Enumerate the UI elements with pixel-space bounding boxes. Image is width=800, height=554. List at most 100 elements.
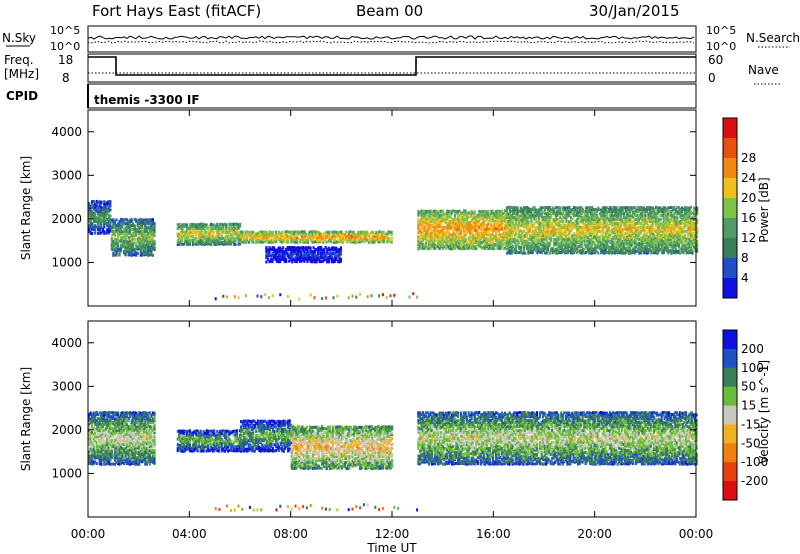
power-cell [366,230,369,234]
power-cell [481,223,484,227]
power-cell [323,258,326,262]
power-cell [556,221,559,225]
power-cell [459,219,463,223]
power-cell [225,236,228,240]
power-cell [289,256,292,260]
power-cell [582,227,585,231]
power-cell [138,222,141,225]
power-cell [537,225,541,229]
power-cell [597,235,600,239]
power-cell [132,247,135,251]
power-cell [527,245,530,249]
power-cell [298,252,301,256]
power-cell [424,215,428,219]
power-cell [458,215,461,219]
power-cell [595,228,598,232]
power-cell [601,231,604,235]
power-heatmap [88,199,699,301]
power-cell [323,256,326,260]
power-cell [187,232,190,236]
power-cell [229,242,233,246]
power-cell [541,232,544,235]
power-cell [541,249,544,253]
power-cell [551,249,554,253]
power-cell [431,237,434,241]
power-cell [461,217,464,221]
power-cell [142,233,145,237]
power-cell [279,293,282,297]
power-cell [566,227,569,231]
power-cell [89,223,92,227]
power-cell [586,220,589,224]
power-cell [239,222,242,226]
power-cell [494,213,498,217]
power-cell [322,236,325,240]
power-cell [306,252,309,256]
power-cell [481,233,484,236]
power-cell [556,229,559,233]
power-cell [613,217,617,221]
power-cell [264,231,267,235]
power-cell [450,233,453,237]
power-cell [484,210,487,214]
power-cell [617,229,620,233]
power-cell [490,217,493,221]
power-cell [95,225,98,229]
power-cell [479,237,482,241]
power-cell [574,233,577,237]
power-cell [613,206,617,210]
power-cell [512,239,515,243]
power-cell [449,221,452,225]
power-cell [178,235,181,239]
power-cell [522,251,525,255]
power-cell [485,237,488,241]
power-cell [101,218,104,221]
power-cell [292,248,295,252]
power-cell [234,227,237,231]
power-cell [294,260,297,263]
power-cell [432,225,435,229]
power-cell [607,207,610,211]
power-cell [334,238,337,242]
power-cell [295,250,298,254]
power-cell [317,254,320,257]
power-cell [533,239,536,243]
power-cell [458,213,461,217]
power-cell [438,221,441,225]
power-cell [461,211,464,215]
power-cell [506,247,509,251]
power-cell [572,211,576,215]
power-cell [278,236,281,240]
power-cell [515,233,518,237]
power-cell [459,213,463,217]
power-cell [268,232,272,236]
power-cell [585,214,588,218]
power-cell [487,215,490,219]
power-cell [604,213,607,217]
power-cell [271,252,274,256]
power-cell [603,216,606,220]
power-cell [600,251,603,255]
power-cell [542,215,545,219]
power-cell [330,258,333,262]
power-cell [515,214,518,218]
power-cell [235,234,239,238]
power-cell [455,217,458,221]
power-cell [497,239,501,243]
power-cell [376,238,379,242]
power-cell [197,234,201,238]
power-cell [553,218,556,222]
power-cell [510,227,513,231]
power-cell [490,243,493,246]
power-cell [452,225,455,229]
power-cell [550,208,553,212]
power-cell [100,226,103,230]
power-cell [216,222,219,226]
power-cell [548,231,551,235]
power-cell [284,238,287,242]
power-cell [151,243,154,247]
power-cell [191,222,195,226]
power-cell [288,236,291,240]
power-cell [488,238,491,242]
power-cell [591,231,594,235]
